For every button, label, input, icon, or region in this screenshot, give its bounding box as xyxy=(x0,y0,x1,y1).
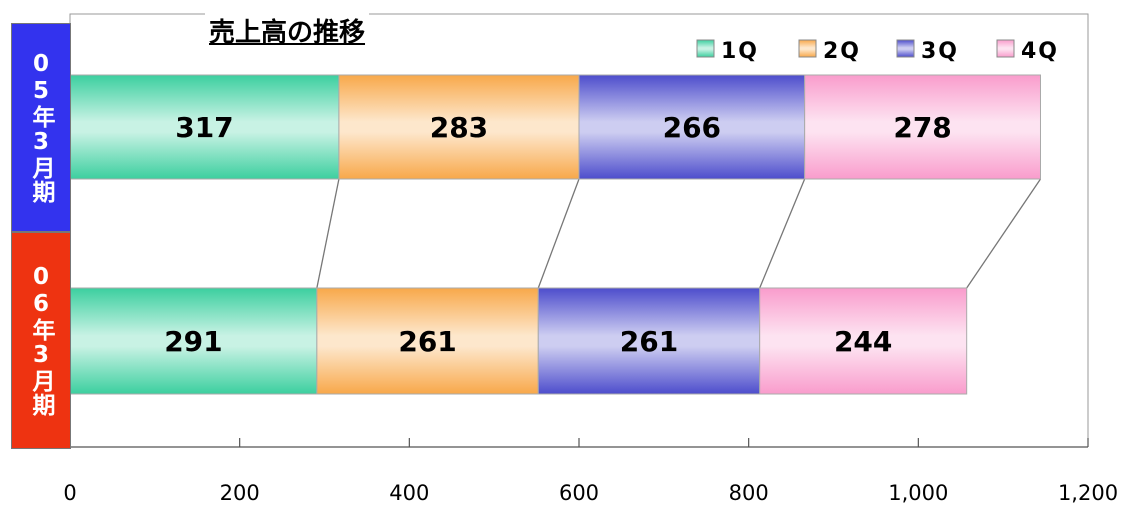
bar-segment xyxy=(316,287,539,395)
x-tick-label: 600 xyxy=(559,481,599,505)
legend-swatch xyxy=(798,39,817,58)
x-tick-label: 200 xyxy=(220,481,260,505)
bar-segment xyxy=(338,74,580,180)
x-tick-label: 400 xyxy=(389,481,429,505)
series-connector-line xyxy=(316,178,340,289)
category-label-06: 06年3月期 xyxy=(28,264,54,417)
x-tick-label: 1,000 xyxy=(888,481,948,505)
data-label: 317 xyxy=(175,111,233,144)
bar-segment xyxy=(804,74,1041,180)
bar-segment xyxy=(759,287,968,395)
bar-segment xyxy=(69,287,318,395)
legend-label: 2Q xyxy=(823,39,861,64)
data-label: 244 xyxy=(834,325,892,358)
data-label: 261 xyxy=(398,325,456,358)
x-tick-label: 0 xyxy=(63,481,76,505)
legend-swatch xyxy=(696,39,715,58)
legend-label: 3Q xyxy=(921,39,959,64)
series-connector-line xyxy=(759,178,806,289)
legend-label: 1Q xyxy=(721,39,759,64)
legend-swatch xyxy=(896,39,915,58)
category-label-box-06: 06年3月期 xyxy=(11,232,71,449)
series-connector-line xyxy=(537,178,580,289)
data-label: 283 xyxy=(430,111,488,144)
category-label-05: 05年3月期 xyxy=(28,51,54,204)
bar-segment xyxy=(578,74,806,180)
x-tick-label: 1,200 xyxy=(1058,481,1118,505)
data-label: 291 xyxy=(164,325,222,358)
data-label: 266 xyxy=(663,111,721,144)
x-tick-label: 800 xyxy=(729,481,769,505)
bar-segment xyxy=(537,287,761,395)
chart-title: 売上高の推移 xyxy=(205,12,370,49)
legend-label: 4Q xyxy=(1021,39,1059,64)
category-label-box-05: 05年3月期 xyxy=(11,23,71,232)
legend-swatch xyxy=(996,39,1015,58)
data-label: 278 xyxy=(893,111,951,144)
data-label: 261 xyxy=(620,325,678,358)
series-connector-line xyxy=(966,178,1042,289)
